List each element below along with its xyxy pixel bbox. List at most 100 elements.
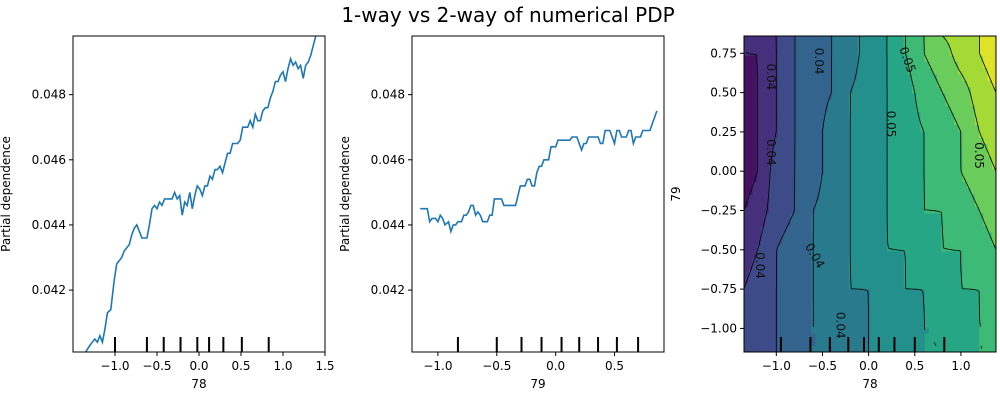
contour-cell (941, 333, 947, 340)
contour-cell (874, 149, 879, 157)
contour-cell (857, 269, 863, 277)
contour-cell (823, 162, 829, 170)
contour-cell (836, 276, 842, 284)
contour-cell (748, 212, 753, 220)
contour-cell (891, 295, 896, 303)
contour-cell (962, 282, 968, 290)
contour-cell (853, 307, 858, 315)
contour-cell (823, 118, 829, 126)
contour-cell (865, 219, 871, 227)
contour-cell (907, 269, 913, 277)
contour-cell (899, 36, 905, 43)
contour-cell (966, 194, 972, 201)
contour-cell (744, 263, 749, 271)
contour-cell (849, 301, 854, 309)
contour-cell (920, 61, 926, 69)
contour-cell (798, 156, 804, 163)
contour-cell (912, 187, 917, 195)
contour-cell (912, 124, 917, 132)
contour-cell (937, 168, 942, 176)
contour-cell (983, 200, 989, 208)
contour-cell (823, 137, 829, 145)
contour-cell (865, 175, 871, 182)
contour-cell (844, 238, 850, 246)
contour-cell (865, 257, 871, 265)
contour-cell (912, 212, 917, 220)
contour-cell (954, 187, 959, 195)
contour-cell (886, 73, 892, 81)
contour-cell (991, 111, 996, 119)
contour-cell (874, 124, 879, 132)
contour-cell (807, 54, 812, 62)
contour-cell (760, 282, 766, 290)
contour-cell (920, 282, 926, 290)
contour-cell (865, 194, 871, 201)
contour-cell (777, 200, 783, 208)
contour-cell (970, 238, 976, 246)
contour-cell (781, 320, 787, 328)
contour-cell (794, 295, 800, 303)
contour-cell (870, 339, 875, 347)
contour-cell (954, 288, 959, 296)
contour-cell (912, 42, 917, 50)
contour-cell (798, 130, 804, 138)
contour-cell (790, 86, 795, 94)
contour-cell (823, 111, 829, 119)
contour-cell (874, 48, 879, 56)
contour-cell (777, 225, 783, 233)
contour-cell (983, 269, 989, 277)
contour-cell (756, 149, 762, 157)
contour-cell (975, 326, 980, 334)
contour-cell (991, 168, 996, 176)
contour-cell (807, 149, 812, 157)
contour-cell (828, 149, 833, 157)
contour-cell (828, 238, 833, 246)
contour-cell (840, 118, 846, 126)
contour-cell (903, 326, 909, 334)
contour-cell (970, 295, 976, 303)
contour-cell (853, 149, 858, 157)
contour-cell (928, 48, 934, 56)
contour-cell (899, 73, 905, 81)
contour-cell (907, 175, 913, 182)
contour-cell (924, 263, 930, 271)
contour-cell (798, 225, 804, 233)
contour-cell (865, 61, 871, 69)
contour-cell (781, 257, 787, 265)
contour-cell (941, 269, 947, 277)
contour-cell (945, 124, 951, 132)
contour-cell (760, 187, 766, 195)
contour-cell (874, 212, 879, 220)
contour-cell (907, 92, 913, 100)
contour-cell (865, 276, 871, 284)
contour-cell (752, 187, 758, 195)
contour-cell (756, 162, 762, 170)
contour-cell (760, 181, 766, 189)
contour-cell (794, 162, 800, 170)
contour-cell (928, 92, 934, 100)
contour-cell (786, 212, 791, 220)
contour-cell (857, 130, 863, 138)
contour-cell (844, 320, 850, 328)
contour-cell (979, 269, 984, 277)
contour-cell (798, 345, 804, 352)
contour-cell (975, 67, 980, 75)
contour-cell (870, 175, 875, 182)
contour-cell (933, 149, 938, 157)
contour-cell (907, 295, 913, 303)
contour-cell (941, 238, 947, 246)
contour-cell (987, 111, 993, 119)
contour-cell (878, 168, 884, 176)
contour-cell (765, 282, 770, 290)
contour-cell (878, 73, 884, 81)
y-tick-label: −1.00 (700, 321, 737, 335)
contour-cell (811, 105, 816, 113)
contour-cell (962, 92, 968, 100)
contour-cell (966, 339, 972, 347)
contour-cell (823, 288, 829, 296)
contour-cell (941, 257, 947, 265)
contour-cell (945, 276, 951, 284)
contour-cell (840, 124, 846, 132)
contour-cell (962, 143, 968, 151)
contour-cell (786, 137, 791, 145)
